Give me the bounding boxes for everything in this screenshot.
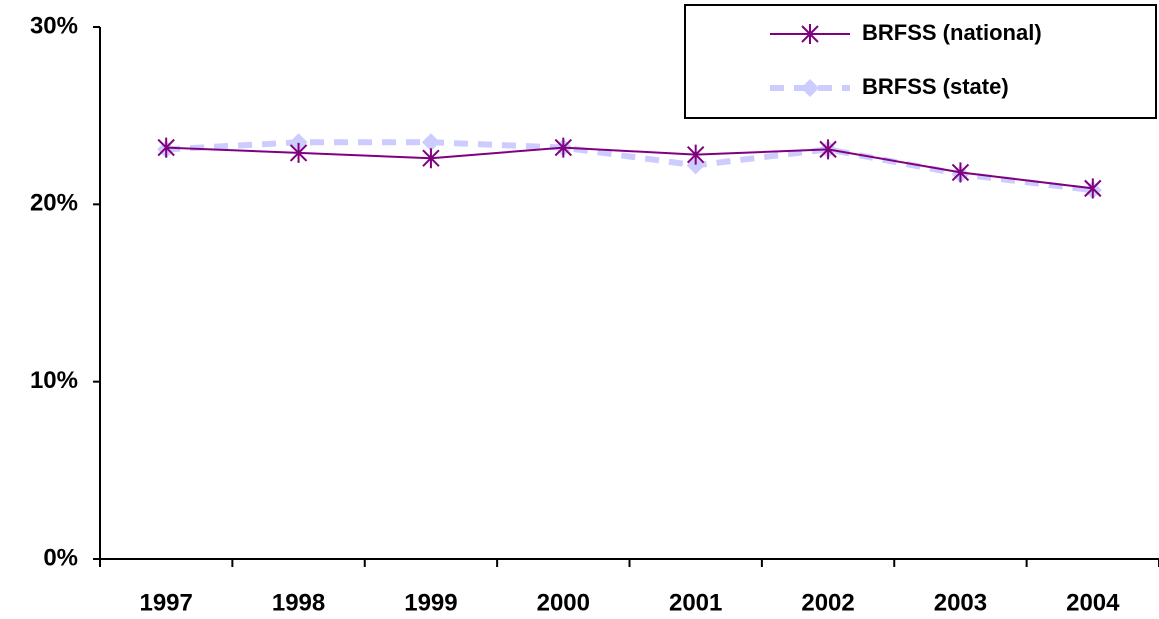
marker — [421, 133, 440, 152]
marker — [157, 137, 175, 158]
marker — [951, 162, 970, 183]
y-tick-label: 30% — [30, 12, 78, 39]
marker — [289, 133, 308, 152]
x-tick-label: 2002 — [801, 589, 854, 616]
marker — [554, 137, 573, 158]
y-tick-label: 20% — [30, 190, 78, 217]
legend-box — [684, 4, 1157, 119]
legend-marker — [801, 24, 819, 44]
x-tick-label: 2001 — [669, 589, 722, 616]
marker — [289, 142, 308, 163]
marker — [819, 139, 837, 160]
legend: BRFSS (national) BRFSS (state) — [684, 4, 1157, 119]
series-line — [166, 139, 1094, 194]
x-tick-label: 1998 — [272, 589, 325, 616]
y-tick-label: 0% — [43, 544, 78, 571]
marker — [422, 148, 440, 169]
y-tick-label: 10% — [30, 367, 78, 394]
marker — [686, 144, 705, 165]
x-tick-label: 1999 — [404, 589, 457, 616]
marker — [686, 156, 705, 175]
series-line — [166, 146, 1093, 190]
x-tick-label: 1997 — [139, 589, 192, 616]
x-tick-label: 2004 — [1066, 589, 1120, 616]
marker — [1084, 178, 1102, 199]
x-tick-label: 2000 — [537, 589, 590, 616]
x-tick-label: 2003 — [934, 589, 987, 616]
legend-label: BRFSS (national) — [862, 20, 1042, 45]
legend-label: BRFSS (state) — [862, 74, 1009, 99]
legend-marker — [801, 79, 819, 97]
